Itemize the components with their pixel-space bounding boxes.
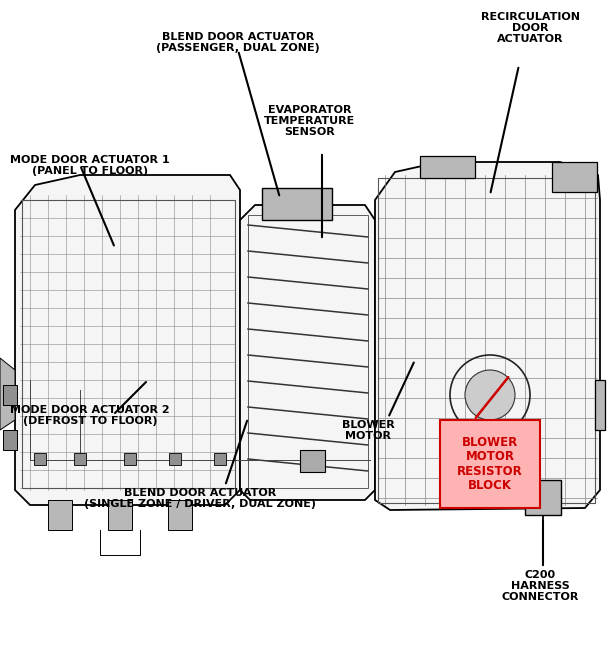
FancyBboxPatch shape [3,430,17,450]
FancyBboxPatch shape [169,453,181,465]
Text: MODE DOOR ACTUATOR 1
(PANEL TO FLOOR): MODE DOOR ACTUATOR 1 (PANEL TO FLOOR) [10,155,170,176]
Text: BLOWER
MOTOR
RESISTOR
BLOCK: BLOWER MOTOR RESISTOR BLOCK [457,436,523,492]
FancyBboxPatch shape [214,453,226,465]
Polygon shape [15,175,240,505]
Text: RECIRCULATION
DOOR
ACTUATOR: RECIRCULATION DOOR ACTUATOR [480,12,579,43]
FancyBboxPatch shape [124,453,136,465]
Polygon shape [375,162,600,510]
Ellipse shape [465,370,515,420]
Polygon shape [0,358,15,430]
Text: MODE DOOR ACTUATOR 2
(DEFROST TO FLOOR): MODE DOOR ACTUATOR 2 (DEFROST TO FLOOR) [10,405,170,426]
Text: BLEND DOOR ACTUATOR
(SINGLE ZONE / DRIVER, DUAL ZONE): BLEND DOOR ACTUATOR (SINGLE ZONE / DRIVE… [84,488,316,509]
FancyBboxPatch shape [595,380,605,430]
Polygon shape [48,500,72,530]
FancyBboxPatch shape [300,450,325,472]
Text: BLOWER
MOTOR: BLOWER MOTOR [342,420,395,441]
Text: BLEND DOOR ACTUATOR
(PASSENGER, DUAL ZONE): BLEND DOOR ACTUATOR (PASSENGER, DUAL ZON… [156,32,320,53]
FancyBboxPatch shape [525,480,561,515]
FancyBboxPatch shape [262,188,332,220]
FancyBboxPatch shape [74,453,86,465]
FancyBboxPatch shape [420,156,475,178]
Text: EVAPORATOR
TEMPERATURE
SENSOR: EVAPORATOR TEMPERATURE SENSOR [264,105,356,136]
FancyBboxPatch shape [3,385,17,405]
Text: C200
HARNESS
CONNECTOR: C200 HARNESS CONNECTOR [502,570,579,602]
FancyBboxPatch shape [34,453,46,465]
Polygon shape [108,500,132,530]
FancyBboxPatch shape [552,162,597,192]
Polygon shape [168,500,192,530]
Polygon shape [240,205,375,500]
FancyBboxPatch shape [440,420,540,508]
